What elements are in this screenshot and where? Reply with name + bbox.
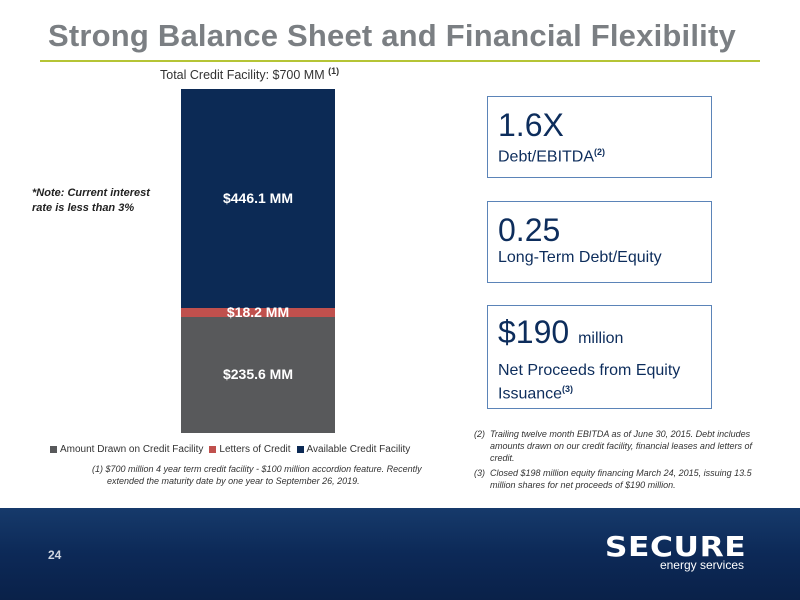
logo-tagline: energy services <box>659 558 744 572</box>
bar-label-letters-of-credit: $18.2 MM <box>226 303 290 320</box>
legend-swatch <box>296 446 304 453</box>
title-underline <box>40 60 760 62</box>
stat-footnote-mark: (3) <box>562 384 574 394</box>
bar-label-available-credit: $446.1 MM <box>222 189 294 206</box>
chart-footnote: (1) $700 million 4 year term credit faci… <box>92 463 452 487</box>
stat-box-debt-ebitda: 1.6X Debt/EBITDA(2) <box>487 96 712 178</box>
footnote-text: Trailing twelve month EBITDA as of June … <box>490 429 752 463</box>
stat-value: $190 million <box>498 314 701 357</box>
bar-segment-available-credit <box>181 89 335 309</box>
page-number: 24 <box>48 548 62 562</box>
chart-title-footnote: (1) <box>328 66 340 76</box>
legend-label: Amount Drawn on Credit Facility <box>60 444 204 455</box>
footnote-number: (3) <box>474 468 485 478</box>
chart-footnote-text: (1) $700 million 4 year term credit faci… <box>92 464 422 486</box>
chart-legend: Amount Drawn on Credit Facility Letters … <box>50 444 450 455</box>
stat-value-text: 1.6X <box>498 107 564 143</box>
stat-value-text: 0.25 <box>498 212 561 248</box>
stat-unit: million <box>578 330 624 347</box>
stat-value: 1.6X <box>498 107 701 143</box>
logo-wordmark: SECURE <box>604 530 746 563</box>
legend-item-amount-drawn: Amount Drawn on Credit Facility <box>50 444 203 455</box>
footer-band <box>0 508 800 600</box>
stat-box-net-proceeds: $190 million Net Proceeds from Equity Is… <box>487 305 712 409</box>
footnote-2: (2) Trailing twelve month EBITDA as of J… <box>474 428 774 464</box>
stat-label-text: Long-Term Debt/Equity <box>498 249 662 266</box>
bar-segment-letters-of-credit <box>181 308 335 318</box>
stat-box-debt-equity: 0.25 Long-Term Debt/Equity <box>487 201 712 283</box>
stat-label-text: Net Proceeds from Equity Issuance <box>498 362 681 403</box>
secure-logo: SECURE energy services <box>566 530 746 574</box>
legend-item-available-credit: Available Credit Facility <box>296 444 411 455</box>
legend-swatch <box>50 446 57 453</box>
footnotes: (2) Trailing twelve month EBITDA as of J… <box>474 428 774 494</box>
stat-label: Long-Term Debt/Equity <box>498 248 701 267</box>
legend-label: Available Credit Facility <box>306 444 411 455</box>
bar-segment-amount-drawn <box>181 317 335 433</box>
footnote-text: Closed $198 million equity financing Mar… <box>490 468 752 490</box>
footnote-3: (3) Closed $198 million equity financing… <box>474 467 774 491</box>
stat-label-text: Debt/EBITDA <box>498 148 595 166</box>
slide-title: Strong Balance Sheet and Financial Flexi… <box>48 18 736 53</box>
stat-value: 0.25 <box>498 212 701 248</box>
interest-rate-note: *Note: Current interest rate is less tha… <box>32 187 150 214</box>
stat-footnote-mark: (2) <box>594 147 606 157</box>
stat-label: Debt/EBITDA(2) <box>498 143 701 166</box>
chart-title-text: Total Credit Facility: $700 MM <box>160 68 325 83</box>
legend-item-letters-of-credit: Letters of Credit <box>209 444 291 455</box>
legend-label: Letters of Credit <box>219 444 291 455</box>
bar-label-amount-drawn: $235.6 MM <box>222 366 294 383</box>
legend-swatch <box>209 446 217 453</box>
stat-label: Net Proceeds from Equity Issuance(3) <box>498 361 701 403</box>
chart-title: Total Credit Facility: $700 MM (1) <box>160 66 339 82</box>
stat-value-text: $190 <box>498 314 570 350</box>
footnote-number: (2) <box>474 429 485 439</box>
